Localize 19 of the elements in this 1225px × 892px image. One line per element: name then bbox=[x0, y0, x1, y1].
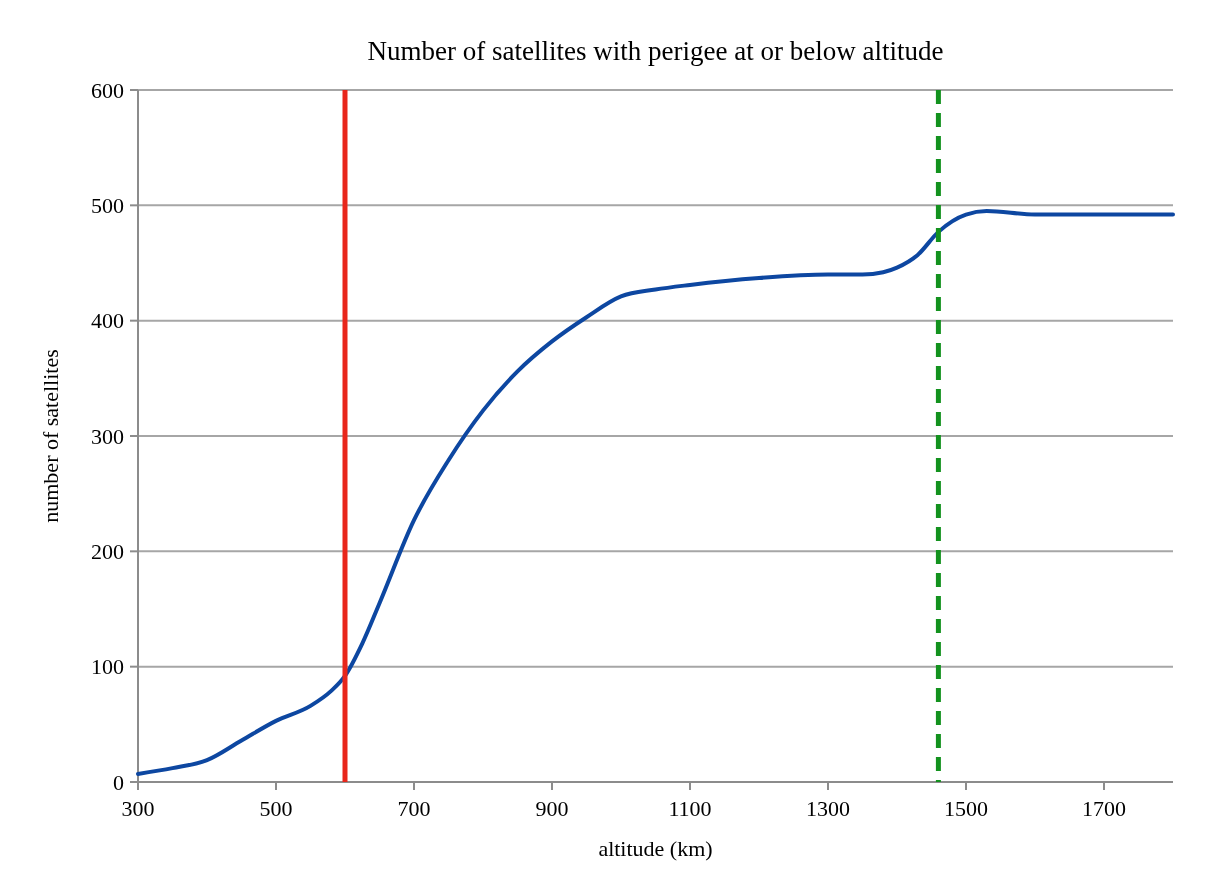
y-tick-label: 200 bbox=[91, 539, 124, 565]
y-tick-label: 0 bbox=[113, 769, 124, 795]
y-tick-label: 600 bbox=[91, 77, 124, 103]
x-tick-label: 1300 bbox=[806, 796, 850, 821]
y-axis-title: number of satellites bbox=[38, 349, 63, 523]
chart-title: Number of satellites with perigee at or below altitude bbox=[367, 36, 944, 66]
y-tick-label: 500 bbox=[91, 193, 124, 219]
x-tick-label: 700 bbox=[397, 796, 431, 821]
x-tick-label: 500 bbox=[259, 796, 293, 821]
y-tick-label: 400 bbox=[91, 308, 124, 334]
x-tick-label: 900 bbox=[535, 796, 569, 821]
x-axis-title: altitude (km) bbox=[598, 836, 713, 861]
y-tick-label: 300 bbox=[91, 423, 124, 449]
y-tick-label: 100 bbox=[91, 654, 124, 680]
x-tick-label: 1100 bbox=[668, 796, 712, 821]
x-tick-label: 300 bbox=[121, 796, 155, 821]
x-tick-label: 1500 bbox=[944, 796, 988, 821]
line-series bbox=[136, 209, 1175, 776]
x-tick-label: 1700 bbox=[1082, 796, 1126, 821]
